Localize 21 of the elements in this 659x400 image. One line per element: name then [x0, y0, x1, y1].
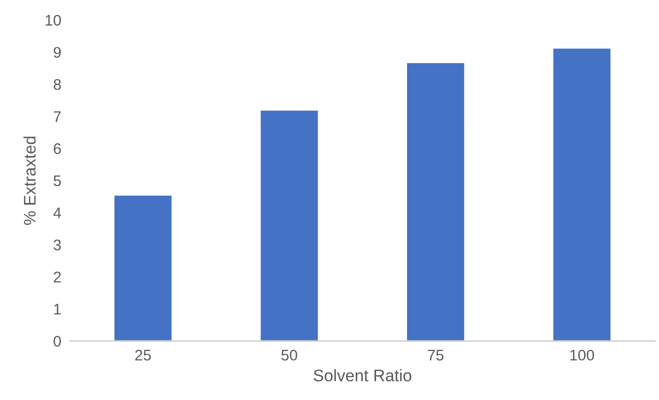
x-axis-title: Solvent Ratio — [314, 369, 412, 382]
x-tick-label: 50 — [281, 350, 298, 361]
y-tick-label: 3 — [54, 240, 61, 250]
y-tick-label: 6 — [54, 143, 61, 154]
y-tick-label: 4 — [53, 208, 62, 218]
y-tick-label: 1 — [54, 304, 61, 314]
y-axis-title: % Extraxted — [23, 136, 36, 225]
y-tick-label: 9 — [54, 46, 61, 58]
bar — [406, 62, 466, 341]
x-tick-label: 100 — [570, 350, 594, 361]
y-tick-label: 10 — [46, 14, 61, 26]
y-tick-label: 2 — [54, 272, 61, 282]
bar — [259, 109, 320, 341]
bar — [113, 194, 173, 341]
x-tick-label: 25 — [135, 350, 151, 361]
y-tick-label: 8 — [54, 79, 61, 90]
bar — [552, 47, 612, 341]
y-tick-label: 0 — [54, 336, 61, 347]
y-tick-label: 5 — [54, 176, 61, 186]
x-tick-label: 75 — [428, 350, 444, 361]
y-tick-label: 7 — [54, 111, 61, 122]
